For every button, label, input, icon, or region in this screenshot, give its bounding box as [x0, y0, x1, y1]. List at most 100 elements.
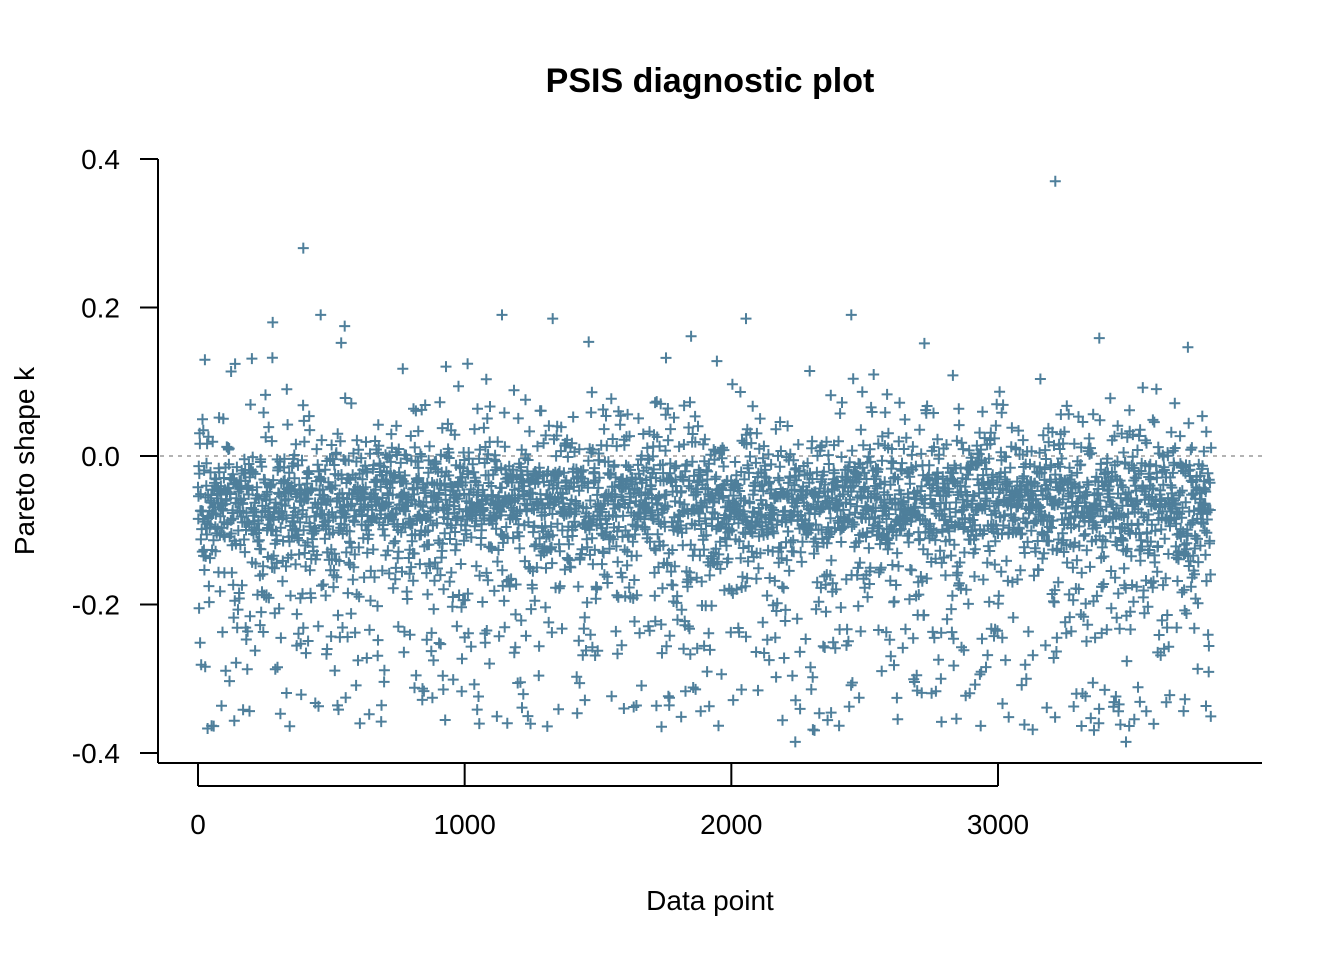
data-point — [465, 641, 477, 653]
data-point — [1028, 570, 1040, 582]
data-point — [987, 469, 999, 481]
data-point — [1065, 625, 1077, 637]
data-point — [762, 448, 774, 460]
data-point — [241, 663, 253, 675]
data-point — [1120, 736, 1132, 748]
data-point — [277, 575, 288, 587]
data-point — [1140, 705, 1152, 717]
data-point — [509, 641, 521, 653]
data-point — [866, 406, 878, 418]
data-point — [1040, 639, 1051, 651]
data-point — [936, 557, 948, 569]
data-point — [777, 714, 788, 726]
data-point — [438, 583, 450, 595]
data-point — [628, 701, 640, 713]
data-point — [633, 412, 644, 424]
data-point — [579, 694, 591, 706]
data-point — [1019, 659, 1031, 671]
data-point — [304, 424, 316, 436]
data-point — [329, 548, 340, 560]
data-point — [383, 567, 395, 579]
y-tick-label: 0.0 — [81, 441, 120, 472]
data-point — [1159, 533, 1171, 545]
data-point — [610, 540, 622, 552]
data-point — [906, 564, 918, 576]
data-point — [1148, 416, 1160, 428]
data-point — [661, 559, 673, 571]
data-point — [1174, 487, 1186, 499]
data-point — [408, 548, 420, 560]
data-point — [584, 524, 595, 536]
data-point — [243, 458, 255, 470]
data-point — [363, 529, 375, 541]
data-point — [515, 461, 527, 473]
data-point — [1153, 629, 1165, 641]
data-point — [1020, 673, 1032, 685]
data-point — [775, 542, 787, 554]
data-point — [229, 358, 241, 370]
data-point — [1110, 502, 1122, 514]
data-point — [716, 452, 728, 464]
data-point — [837, 488, 849, 500]
data-point — [808, 548, 820, 560]
data-point — [246, 353, 258, 365]
data-point — [408, 488, 420, 500]
data-point — [532, 440, 543, 452]
data-point — [648, 542, 660, 554]
data-point — [200, 480, 212, 492]
data-point — [533, 640, 545, 652]
data-point — [320, 590, 332, 602]
data-point — [469, 520, 481, 532]
data-point — [729, 456, 741, 468]
data-point — [944, 534, 955, 546]
data-point — [584, 495, 596, 506]
data-point — [1176, 586, 1188, 598]
data-point — [707, 496, 719, 508]
data-point — [584, 549, 596, 561]
data-point — [462, 358, 474, 370]
data-point — [496, 309, 508, 321]
data-point — [914, 533, 926, 545]
data-point — [790, 694, 802, 706]
data-point — [983, 596, 995, 608]
data-point — [417, 683, 428, 695]
data-point — [540, 601, 551, 613]
data-point — [365, 595, 376, 607]
data-point — [874, 516, 886, 528]
data-point — [844, 456, 856, 468]
data-point — [778, 582, 790, 594]
data-point — [662, 403, 674, 414]
data-point — [1079, 528, 1091, 540]
data-point — [609, 489, 621, 501]
data-point — [378, 664, 390, 676]
data-point — [328, 564, 340, 576]
data-point — [716, 668, 727, 680]
data-point — [1150, 383, 1162, 395]
data-point — [514, 676, 526, 688]
data-point — [332, 609, 344, 621]
data-point — [583, 336, 595, 348]
data-point — [571, 707, 583, 719]
data-point — [697, 438, 709, 450]
data-point — [282, 493, 294, 505]
data-point — [713, 720, 724, 732]
data-point — [849, 507, 861, 519]
data-point — [1119, 457, 1131, 468]
data-point — [1113, 698, 1125, 710]
data-point — [1068, 519, 1080, 531]
data-point — [817, 640, 829, 652]
data-point — [833, 720, 845, 732]
data-point — [703, 458, 715, 470]
data-point — [780, 604, 791, 616]
data-point — [555, 445, 567, 457]
data-point — [899, 414, 911, 425]
data-point — [819, 642, 831, 653]
data-point — [1034, 461, 1046, 473]
data-point — [1144, 544, 1155, 556]
data-point — [738, 473, 750, 485]
data-point — [786, 670, 798, 682]
data-point — [769, 575, 781, 587]
data-point — [814, 441, 826, 453]
data-point — [902, 530, 914, 542]
data-point — [976, 633, 988, 645]
